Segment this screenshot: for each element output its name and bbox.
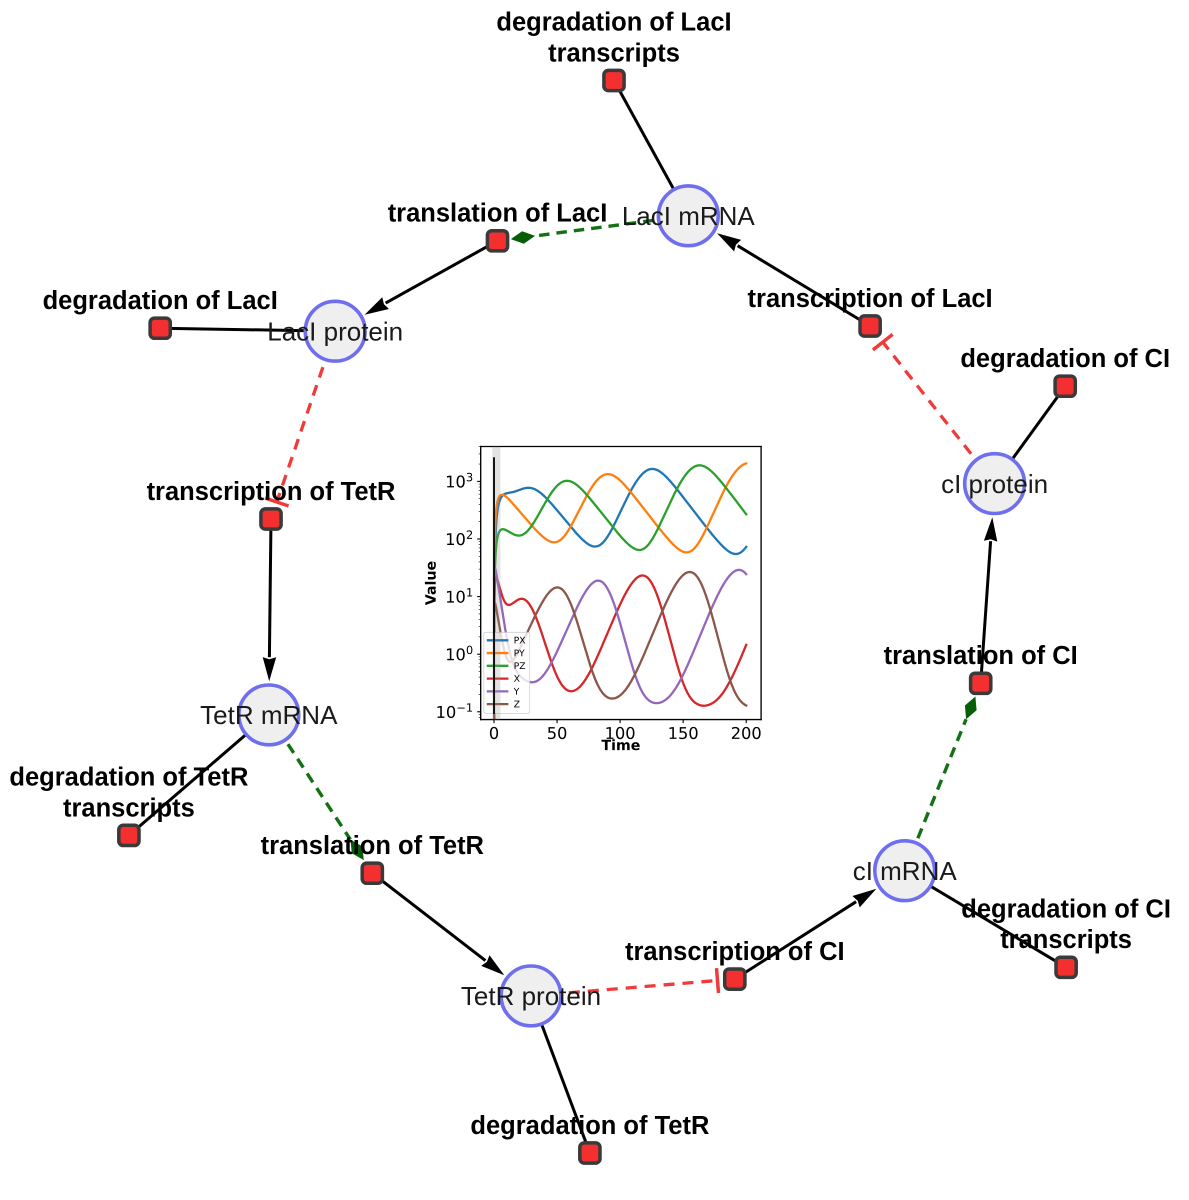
svg-text:transcripts: transcripts	[1000, 926, 1132, 954]
svg-text:degradation of CI: degradation of CI	[961, 895, 1171, 923]
svg-text:cI mRNA: cI mRNA	[853, 856, 958, 886]
svg-text:degradation of TetR: degradation of TetR	[470, 1112, 709, 1140]
svg-text:cI protein: cI protein	[941, 469, 1048, 499]
svg-text:transcription of LacI: transcription of LacI	[748, 285, 993, 313]
svg-text:transcription of CI: transcription of CI	[625, 938, 845, 966]
svg-text:degradation of LacI: degradation of LacI	[43, 287, 278, 315]
svg-text:TetR mRNA: TetR mRNA	[200, 700, 338, 730]
svg-text:translation of TetR: translation of TetR	[261, 832, 484, 860]
svg-text:degradation of LacI: degradation of LacI	[496, 9, 731, 37]
svg-text:LacI protein: LacI protein	[267, 316, 403, 346]
svg-text:transcripts: transcripts	[63, 794, 195, 822]
svg-text:degradation of TetR: degradation of TetR	[9, 763, 248, 791]
svg-text:degradation of CI: degradation of CI	[960, 345, 1170, 373]
svg-text:translation of LacI: translation of LacI	[388, 200, 608, 228]
svg-text:TetR protein: TetR protein	[461, 981, 601, 1011]
svg-text:LacI mRNA: LacI mRNA	[622, 201, 756, 231]
svg-text:translation of CI: translation of CI	[884, 642, 1078, 670]
svg-text:transcription of TetR: transcription of TetR	[147, 478, 396, 506]
svg-text:transcripts: transcripts	[548, 39, 680, 67]
